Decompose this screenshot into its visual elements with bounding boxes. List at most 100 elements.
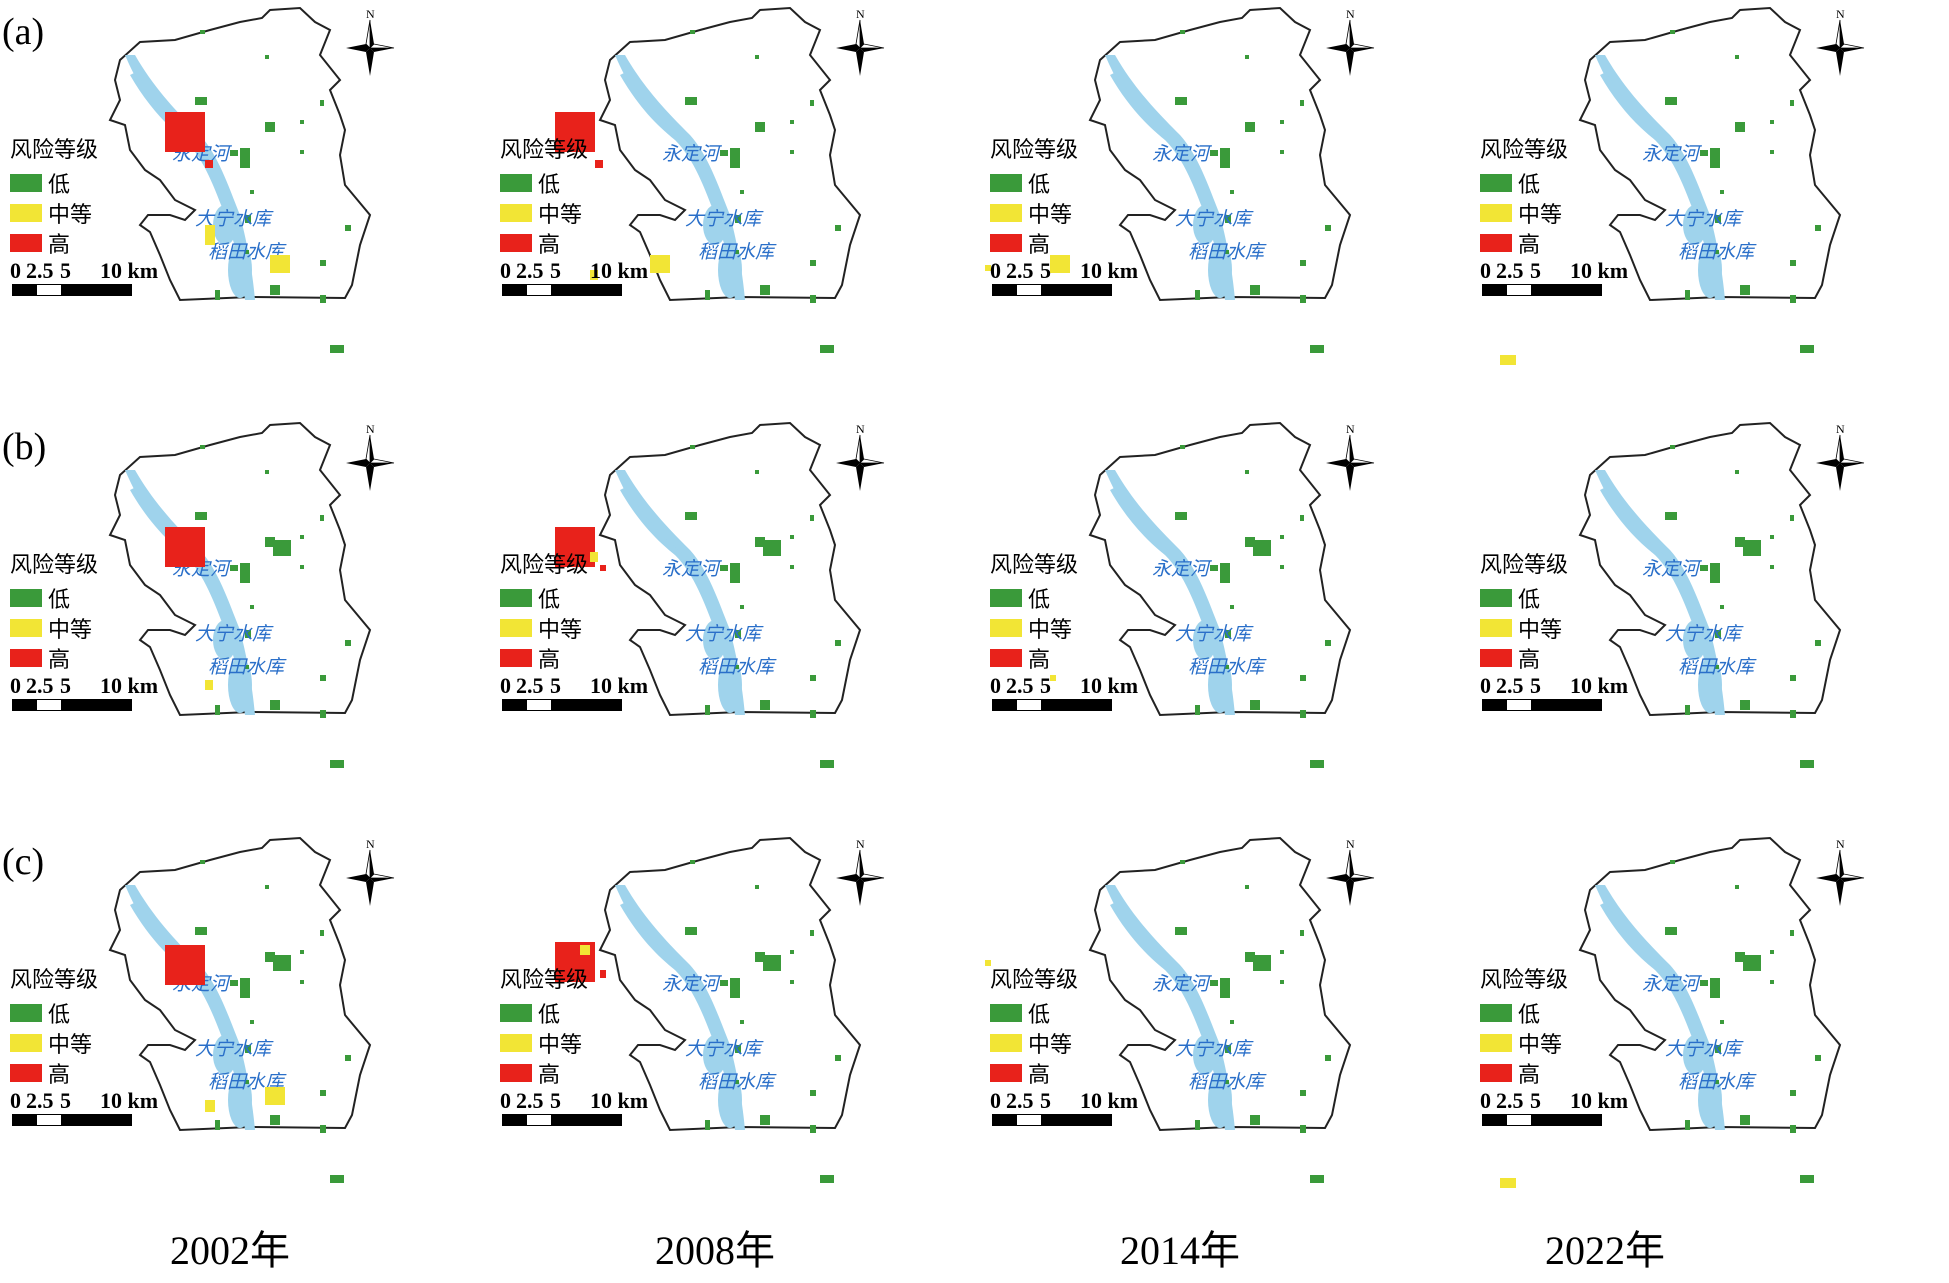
north-label: N xyxy=(856,422,865,436)
legend-item: 中等 xyxy=(10,613,98,643)
low-risk-patch xyxy=(685,927,697,935)
low-risk-patch xyxy=(835,640,841,646)
low-risk-patch xyxy=(1300,1125,1306,1133)
medium-risk-patch xyxy=(985,265,991,271)
daning-reservoir xyxy=(1193,620,1217,660)
low-risk-patch xyxy=(1300,1090,1306,1096)
low-risk-patch xyxy=(820,345,834,353)
river-channel xyxy=(130,487,205,565)
low-risk-patch xyxy=(1715,250,1719,254)
river-channel xyxy=(1600,72,1675,150)
legend-item: 中等 xyxy=(1480,1028,1568,1058)
low-risk-patch xyxy=(250,605,254,609)
scale-label: 5 xyxy=(1530,673,1541,698)
north-label: N xyxy=(1836,422,1845,436)
legend-swatch xyxy=(500,649,532,667)
low-risk-patch xyxy=(1280,120,1284,124)
scale-label: 0 xyxy=(990,673,1001,698)
daning-reservoir xyxy=(213,205,237,245)
legend-item: 高 xyxy=(1480,228,1568,258)
low-risk-patch xyxy=(760,700,770,710)
legend-swatch xyxy=(500,174,532,192)
low-risk-patch xyxy=(1300,930,1304,936)
low-risk-patch xyxy=(740,605,744,609)
low-risk-patch xyxy=(735,630,741,638)
north-label: N xyxy=(1346,837,1355,851)
legend: 风险等级低中等高 xyxy=(10,547,98,673)
low-risk-patch xyxy=(1195,290,1200,300)
low-risk-patch xyxy=(690,30,695,34)
low-risk-patch xyxy=(1770,950,1774,954)
low-risk-patch xyxy=(1715,630,1721,638)
low-risk-patch xyxy=(270,1115,280,1125)
low-risk-patch xyxy=(1670,860,1675,864)
medium-risk-patch xyxy=(270,255,290,273)
low-risk-patch xyxy=(195,512,207,520)
low-risk-patch xyxy=(1245,952,1255,962)
medium-risk-patch xyxy=(205,225,215,245)
low-risk-patch xyxy=(1180,445,1185,449)
legend-title: 风险等级 xyxy=(10,138,99,163)
low-risk-patch xyxy=(250,1020,254,1024)
legend-swatch xyxy=(10,174,42,192)
legend-swatch xyxy=(990,234,1022,252)
north-label: N xyxy=(856,7,865,21)
low-risk-patch xyxy=(810,1090,816,1096)
daotian-reservoir xyxy=(1208,1072,1232,1128)
daning-reservoir xyxy=(213,620,237,660)
scale-label: 10 km xyxy=(1570,673,1629,698)
river-label: 永定河 xyxy=(1152,973,1213,995)
low-risk-patch xyxy=(1230,1020,1234,1024)
reservoir-label: 大宁水库 xyxy=(1175,623,1254,645)
low-risk-patch xyxy=(1815,225,1821,231)
legend-item: 低 xyxy=(500,168,588,198)
low-risk-patch xyxy=(790,565,794,569)
legend: 风险等级低中等高 xyxy=(10,132,98,258)
scale-label: 2.5 xyxy=(26,673,54,698)
low-risk-patch xyxy=(245,665,249,669)
river-channel xyxy=(1110,487,1185,565)
river-channel xyxy=(620,902,695,980)
low-risk-patch xyxy=(1735,952,1745,962)
low-risk-patch xyxy=(720,150,728,156)
scale-label: 5 xyxy=(550,1088,561,1113)
daotian-reservoir xyxy=(228,242,252,298)
legend-item: 低 xyxy=(1480,583,1568,613)
legend-item: 高 xyxy=(10,228,98,258)
scale-label: 10 km xyxy=(100,258,159,283)
legend-label: 高 xyxy=(1518,233,1541,258)
low-risk-patch xyxy=(1700,565,1708,571)
low-risk-patch xyxy=(763,955,781,971)
daning-reservoir xyxy=(1193,1035,1217,1075)
low-risk-patch xyxy=(1735,470,1739,474)
low-risk-patch xyxy=(1685,1120,1690,1130)
scale-label: 2.5 xyxy=(1006,258,1034,283)
low-risk-patch xyxy=(1720,1020,1724,1024)
low-risk-patch xyxy=(230,980,238,986)
daotian-reservoir xyxy=(718,657,742,713)
river-label: 永定河 xyxy=(1642,973,1703,995)
legend-label: 高 xyxy=(48,233,71,258)
legend-title: 风险等级 xyxy=(990,968,1079,993)
low-risk-patch xyxy=(1790,260,1796,266)
low-risk-patch xyxy=(1280,565,1284,569)
legend-swatch xyxy=(500,1034,532,1052)
low-risk-patch xyxy=(1720,605,1724,609)
legend: 风险等级低中等高 xyxy=(500,547,588,673)
legend-title: 风险等级 xyxy=(1480,138,1569,163)
low-risk-patch xyxy=(835,1055,841,1061)
north-arrow-icon: N xyxy=(1326,422,1375,491)
legend-label: 低 xyxy=(48,588,71,613)
daotian-reservoir xyxy=(1698,1072,1722,1128)
daotian-reservoir xyxy=(228,1072,252,1128)
reservoir-label: 稻田水库 xyxy=(1678,1072,1757,1093)
low-risk-patch xyxy=(1310,1175,1324,1183)
daning-reservoir xyxy=(213,1035,237,1075)
scale-label: 5 xyxy=(60,258,71,283)
north-label: N xyxy=(1836,837,1845,851)
reservoir-label: 稻田水库 xyxy=(208,242,287,263)
river-channel xyxy=(130,902,205,980)
low-risk-patch xyxy=(1800,345,1814,353)
scale-bar-graphic xyxy=(992,1114,1112,1126)
scale-bar: 0 2.5 5 10 km xyxy=(1480,258,1680,296)
